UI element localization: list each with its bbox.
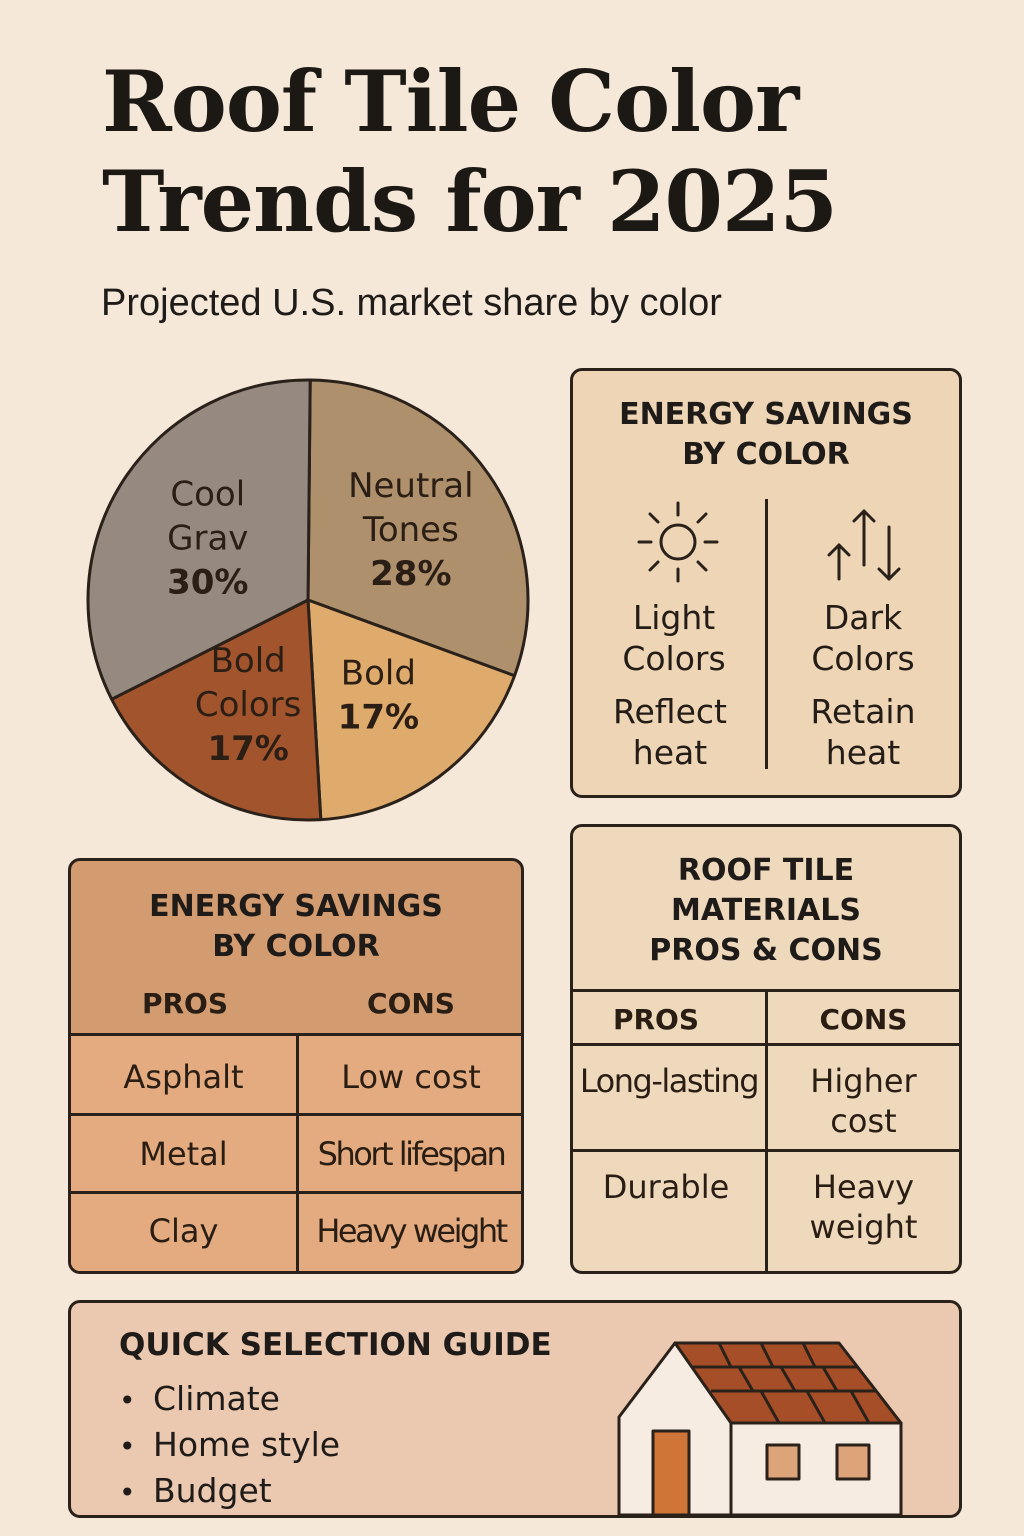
bullet-icon: • [119,1430,136,1463]
pie-label: Cool [170,475,245,515]
pie-label: Bold [211,641,286,681]
table1-col-divider [296,1033,299,1271]
table2-heading-line-2: MATERIALS [671,893,861,928]
table2-cell-line: cost [830,1102,897,1140]
table2-cell-line: weight [809,1208,918,1246]
light-colors-desc: Reflect heat [575,691,765,773]
table1-cell: Short lifespan [317,1135,507,1173]
table2-col-pros: PROS [612,1003,700,1036]
bullet-icon: • [119,1384,136,1417]
table2-heading: ROOF TILE MATERIALS PROS & CONS [573,851,959,971]
pie-label: Neutral [348,466,474,506]
table1-cell: Asphalt [123,1058,244,1096]
pie-label: 30% [167,563,248,603]
dark-colors-label: Dark Colors [768,597,958,679]
energy-heading-line-1: ENERGY SAVINGS [619,397,913,432]
dark-label-line-2: Colors [811,639,915,678]
table2-col-cons: CONS [819,1003,908,1036]
table2-cell: Heavy weight [768,1167,959,1247]
table2-heading-line-3: PROS & CONS [649,933,883,968]
table2-cell-line: Heavy [812,1168,915,1206]
pie-label: 17% [338,698,419,738]
house-illustration [617,1341,903,1515]
table2-cell-line: Higher [810,1062,917,1100]
table1-cell: Low cost [341,1058,481,1096]
table2-cell: Durable [602,1168,730,1206]
light-colors-label: Light Colors [579,597,769,679]
guide-item: • Climate [119,1377,340,1423]
dark-desc-line-1: Retain [810,692,916,731]
title-line-2: Trends for 2025 [102,152,838,251]
table1-col-pros: PROS [141,987,229,1020]
heat-exchange-arrows-icon [827,509,901,581]
guide-item: • Budget [119,1469,340,1515]
energy-savings-panel: ENERGY SAVINGS BY COLOR Light Colors Ref… [570,368,962,798]
subtitle: Projected U.S. market share by color [101,282,722,324]
table1-col-cons: CONS [367,987,455,1020]
dark-label-line-1: Dark [823,598,903,637]
guide-list: • Climate • Home style • Budget [119,1377,340,1515]
page-title: Roof Tile Color Trends for 2025 [102,52,838,252]
pie-slice [306,378,530,678]
table1-heading-line-1: ENERGY SAVINGS [149,889,443,924]
sun-icon [637,501,719,583]
table1-heading-line-2: BY COLOR [212,929,380,964]
materials-pros-cons-table: ROOF TILE MATERIALS PROS & CONS PROS CON… [570,824,962,1274]
light-desc-line-1: Reflect [613,692,727,731]
light-label-line-1: Light [632,598,716,637]
light-label-line-2: Colors [622,639,726,678]
table1-cell: Heavy weight [316,1212,508,1250]
title-line-1: Roof Tile Color [102,52,799,151]
pie-label: 17% [207,729,288,769]
energy-pros-cons-table: ENERGY SAVINGS BY COLOR PROS CONS Asphal… [68,858,524,1274]
bullet-icon: • [119,1476,136,1509]
table1-cell: Clay [148,1212,219,1250]
market-share-pie-chart: NeutralTones28%Bold17%BoldColors17%CoolG… [86,378,530,822]
pie-label: Bold [341,654,416,694]
table1-cell: Metal [139,1135,228,1173]
dark-colors-desc: Retain heat [768,691,958,773]
energy-panel-heading: ENERGY SAVINGS BY COLOR [573,395,959,475]
quick-selection-guide: QUICK SELECTION GUIDE • Climate • Home sty… [68,1300,962,1518]
pie-label: Colors [195,685,301,725]
guide-item-text: Home style [153,1425,341,1464]
light-desc-line-2: heat [632,733,708,772]
pie-slice [110,598,323,822]
guide-item-text: Budget [153,1471,272,1510]
guide-heading: QUICK SELECTION GUIDE [119,1327,552,1363]
pie-slice [306,598,517,822]
energy-divider [765,499,768,769]
table1-heading: ENERGY SAVINGS BY COLOR [71,887,521,967]
table2-cell: Long-lasting [579,1062,760,1100]
table2-col-divider [765,989,768,1271]
guide-item: • Home style [119,1423,340,1469]
pie-label: Tones [362,510,459,550]
pie-slice [86,378,312,701]
table2-cell: Higher cost [768,1061,959,1141]
pie-label: 28% [370,554,451,594]
guide-item-text: Climate [153,1379,280,1418]
pie-label: Grav [167,519,248,559]
table2-heading-line-1: ROOF TILE [677,853,855,888]
dark-desc-line-2: heat [825,733,901,772]
energy-heading-line-2: BY COLOR [682,437,850,472]
